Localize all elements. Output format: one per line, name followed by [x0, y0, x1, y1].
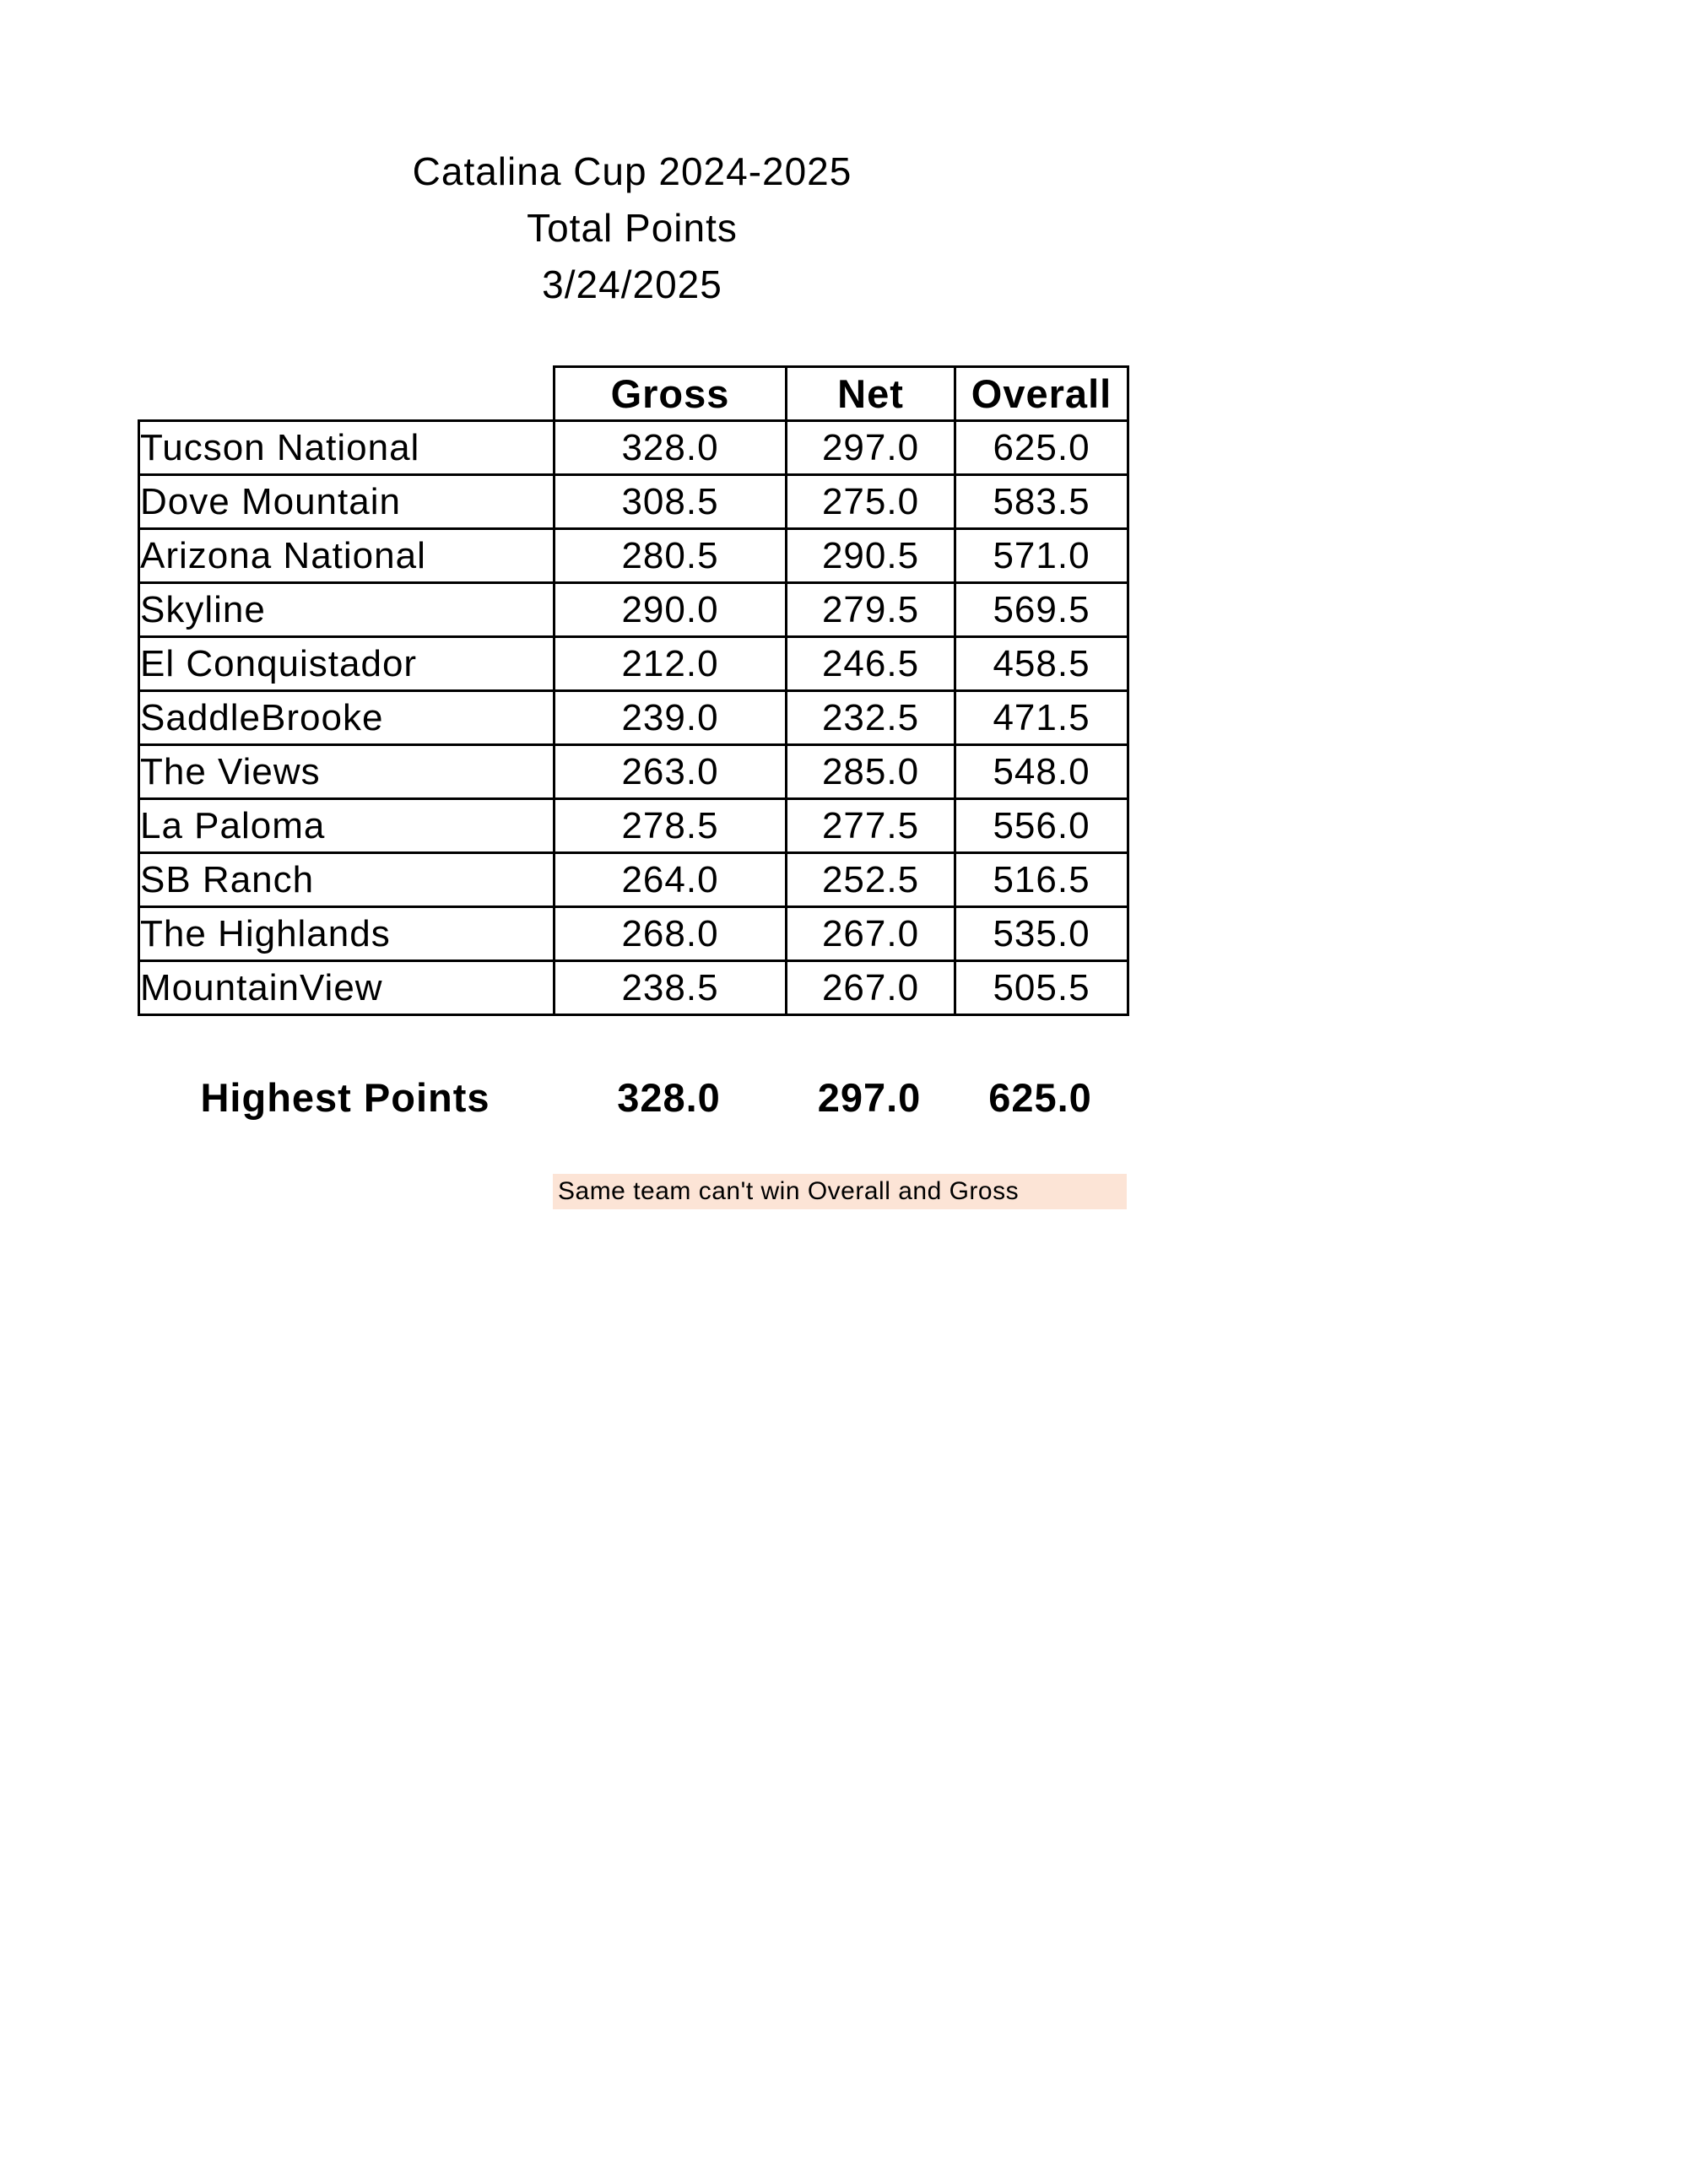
net-column-header: Net — [785, 365, 956, 422]
title-line-2: Total Points — [527, 206, 738, 250]
highest-points-row: Highest Points 328.0 297.0 625.0 — [138, 1070, 1127, 1124]
title-line-1: Catalina Cup 2024-2025 — [412, 149, 852, 193]
corner-header-cell — [139, 367, 555, 421]
net-value-cell: 290.5 — [785, 527, 956, 584]
gross-value-cell: 308.5 — [553, 473, 787, 530]
table-row: Skyline 290.0 279.5 569.5 — [138, 581, 1129, 638]
table-row: SB Ranch 264.0 252.5 516.5 — [138, 851, 1129, 908]
gross-value-cell: 290.0 — [553, 581, 787, 638]
highest-net-value: 297.0 — [817, 1074, 922, 1120]
table-header-row: Gross Net Overall — [139, 365, 1129, 422]
team-name-cell: MountainView — [138, 960, 555, 1016]
overall-value-cell: 548.0 — [954, 743, 1129, 800]
table-row: Tucson National 328.0 297.0 625.0 — [138, 419, 1129, 476]
net-value-cell: 267.0 — [785, 905, 956, 962]
overall-value-cell: 583.5 — [954, 473, 1129, 530]
title-line-3: 3/24/2025 — [542, 262, 722, 306]
overall-column-header: Overall — [954, 365, 1129, 422]
table-row: Dove Mountain 308.5 275.0 583.5 — [138, 473, 1129, 530]
overall-value-cell: 458.5 — [954, 635, 1129, 692]
net-value-cell: 252.5 — [785, 851, 956, 908]
gross-value-cell: 264.0 — [553, 851, 787, 908]
net-value-cell: 232.5 — [785, 689, 956, 746]
team-name-cell: The Views — [138, 743, 555, 800]
gross-value-cell: 239.0 — [553, 689, 787, 746]
net-value-cell: 277.5 — [785, 797, 956, 854]
table-row: La Paloma 278.5 277.5 556.0 — [138, 797, 1129, 854]
overall-value-cell: 535.0 — [954, 905, 1129, 962]
overall-value-cell: 505.5 — [954, 960, 1129, 1016]
team-name-cell: La Paloma — [138, 797, 555, 854]
gross-value-cell: 280.5 — [553, 527, 787, 584]
page-title: Catalina Cup 2024-2025 Total Points 3/24… — [138, 143, 1127, 313]
gross-value-cell: 238.5 — [553, 960, 787, 1016]
highest-points-label: Highest Points — [200, 1074, 490, 1120]
team-name-cell: El Conquistador — [138, 635, 555, 692]
table-row: SaddleBrooke 239.0 232.5 471.5 — [138, 689, 1129, 746]
net-value-cell: 246.5 — [785, 635, 956, 692]
team-name-cell: SaddleBrooke — [138, 689, 555, 746]
table-row: Arizona National 280.5 290.5 571.0 — [138, 527, 1129, 584]
net-value-cell: 267.0 — [785, 960, 956, 1016]
overall-value-cell: 471.5 — [954, 689, 1129, 746]
team-name-cell: Tucson National — [138, 419, 555, 476]
overall-value-cell: 556.0 — [954, 797, 1129, 854]
highest-overall-value: 625.0 — [988, 1074, 1092, 1120]
note-text: Same team can't win Overall and Gross — [558, 1177, 1020, 1205]
gross-value-cell: 268.0 — [553, 905, 787, 962]
overall-value-cell: 516.5 — [954, 851, 1129, 908]
gross-column-header: Gross — [553, 365, 787, 422]
overall-value-cell: 571.0 — [954, 527, 1129, 584]
team-name-cell: The Highlands — [138, 905, 555, 962]
table-row: The Views 263.0 285.0 548.0 — [138, 743, 1129, 800]
highest-gross-value: 328.0 — [617, 1074, 721, 1120]
team-name-cell: Arizona National — [138, 527, 555, 584]
points-table: Gross Net Overall Tucson National 328.0 … — [138, 365, 1129, 1016]
net-value-cell: 275.0 — [785, 473, 956, 530]
table-row: MountainView 238.5 267.0 505.5 — [138, 960, 1129, 1016]
overall-value-cell: 625.0 — [954, 419, 1129, 476]
gross-value-cell: 328.0 — [553, 419, 787, 476]
team-name-cell: Skyline — [138, 581, 555, 638]
gross-value-cell: 212.0 — [553, 635, 787, 692]
team-name-cell: Dove Mountain — [138, 473, 555, 530]
table-row: El Conquistador 212.0 246.5 458.5 — [138, 635, 1129, 692]
gross-value-cell: 278.5 — [553, 797, 787, 854]
team-name-cell: SB Ranch — [138, 851, 555, 908]
note-banner: Same team can't win Overall and Gross — [553, 1174, 1127, 1209]
net-value-cell: 285.0 — [785, 743, 956, 800]
table-row: The Highlands 268.0 267.0 535.0 — [138, 905, 1129, 962]
net-value-cell: 297.0 — [785, 419, 956, 476]
overall-value-cell: 569.5 — [954, 581, 1129, 638]
gross-value-cell: 263.0 — [553, 743, 787, 800]
net-value-cell: 279.5 — [785, 581, 956, 638]
